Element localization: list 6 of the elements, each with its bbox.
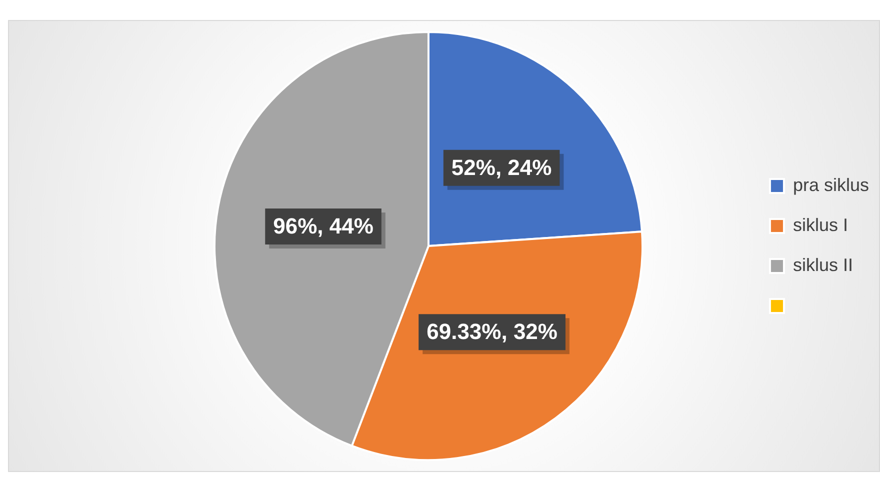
- legend-label: siklus II: [792, 254, 853, 275]
- data-label: 52%, 24%: [451, 154, 552, 180]
- data-label: 96%, 44%: [273, 214, 374, 239]
- legend-label: pra siklus: [792, 174, 870, 195]
- data-label: 69.33%, 32%: [426, 319, 558, 344]
- legend-label: siklus I: [792, 214, 848, 235]
